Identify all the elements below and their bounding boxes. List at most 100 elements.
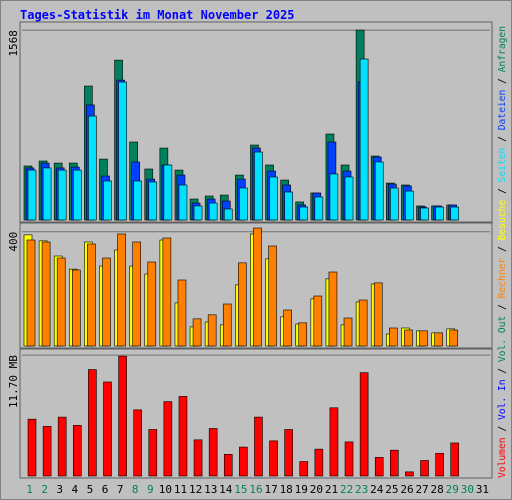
bar — [72, 425, 82, 477]
bar — [269, 440, 278, 477]
bar — [118, 355, 127, 477]
bar — [313, 295, 323, 347]
x-tick-label: 29 — [446, 483, 459, 496]
bar — [329, 173, 339, 221]
bar — [192, 318, 202, 347]
x-tick-label: 3 — [56, 483, 63, 496]
bar — [133, 180, 142, 221]
x-tick-label: 4 — [72, 483, 79, 496]
bar — [358, 299, 368, 347]
bar — [268, 245, 277, 347]
x-tick-label: 6 — [102, 483, 109, 496]
bar — [435, 452, 444, 477]
bar — [450, 442, 460, 477]
bar — [132, 241, 141, 347]
x-tick-label: 12 — [189, 483, 202, 496]
bar — [239, 187, 248, 221]
bar — [359, 372, 369, 477]
x-tick-label: 10 — [159, 483, 172, 496]
x-tick-label: 24 — [370, 483, 384, 496]
bar — [373, 282, 383, 347]
bar — [420, 460, 429, 477]
bar — [208, 428, 218, 477]
chart-title: Tages-Statistik im Monat November 2025 — [20, 8, 295, 22]
bar — [148, 429, 158, 477]
bar — [133, 409, 142, 477]
bar — [374, 161, 384, 221]
bar — [284, 191, 293, 221]
bar — [147, 261, 157, 347]
bar — [57, 416, 67, 477]
bar — [103, 381, 112, 477]
bar — [193, 205, 203, 221]
x-tick-label: 21 — [325, 483, 338, 496]
legend-entry: Rechner — [497, 258, 508, 299]
x-tick-label: 23 — [355, 483, 368, 496]
bar — [72, 169, 82, 221]
bar — [344, 441, 354, 477]
bar — [298, 322, 308, 347]
legend-separator: / — [497, 130, 508, 147]
bar — [162, 237, 172, 347]
legend-separator: / — [497, 72, 508, 89]
bar — [88, 369, 97, 477]
x-tick-label: 30 — [461, 483, 474, 496]
legend-entry: Anfragen — [497, 26, 508, 72]
bar — [57, 169, 67, 221]
bar — [178, 396, 188, 477]
bar — [299, 461, 309, 477]
bar — [404, 329, 413, 347]
bar — [223, 208, 233, 221]
bar — [390, 449, 399, 477]
legend-entry: Dateien — [497, 90, 508, 131]
bar — [434, 332, 443, 347]
bar — [299, 206, 309, 221]
x-tick-label: 20 — [310, 483, 323, 496]
bar — [207, 314, 217, 347]
bar — [450, 206, 460, 221]
x-tick-label: 15 — [234, 483, 247, 496]
x-tick-label: 2 — [41, 483, 48, 496]
bar — [88, 115, 97, 221]
bar — [344, 176, 354, 221]
x-tick-label: 7 — [117, 483, 124, 496]
x-tick-label: 5 — [87, 483, 94, 496]
legend-separator: / — [497, 362, 508, 379]
legend-entry: Volumen — [497, 437, 508, 478]
bar — [269, 176, 278, 221]
bar — [148, 181, 158, 221]
bar — [56, 257, 66, 347]
bar — [117, 233, 126, 347]
bar — [254, 416, 263, 477]
x-tick-label: 22 — [340, 483, 353, 496]
bar — [314, 448, 324, 477]
x-tick-label: 9 — [147, 483, 154, 496]
bar — [27, 169, 37, 221]
bar — [314, 196, 324, 221]
bar — [328, 271, 338, 347]
bar — [284, 429, 293, 477]
legend-entry: Besuche — [497, 200, 508, 241]
x-tick-label: 25 — [385, 483, 398, 496]
bar — [239, 446, 248, 477]
legend-separator: / — [497, 182, 508, 199]
bar — [253, 227, 262, 347]
x-tick-label: 18 — [280, 483, 293, 496]
bar — [419, 330, 428, 347]
bar — [42, 426, 52, 477]
x-tick-label: 13 — [204, 483, 217, 496]
bar — [71, 269, 81, 347]
x-tick-label: 17 — [264, 483, 277, 496]
bar — [405, 190, 414, 221]
bar — [283, 309, 292, 347]
x-tick-label: 1 — [26, 483, 33, 496]
bar — [405, 471, 414, 477]
bar — [26, 239, 36, 347]
x-tick-label: 26 — [400, 483, 413, 496]
legend-separator: / — [497, 240, 508, 257]
bar — [27, 418, 37, 477]
bar — [389, 327, 398, 347]
bar — [118, 81, 127, 221]
bar — [103, 180, 112, 221]
